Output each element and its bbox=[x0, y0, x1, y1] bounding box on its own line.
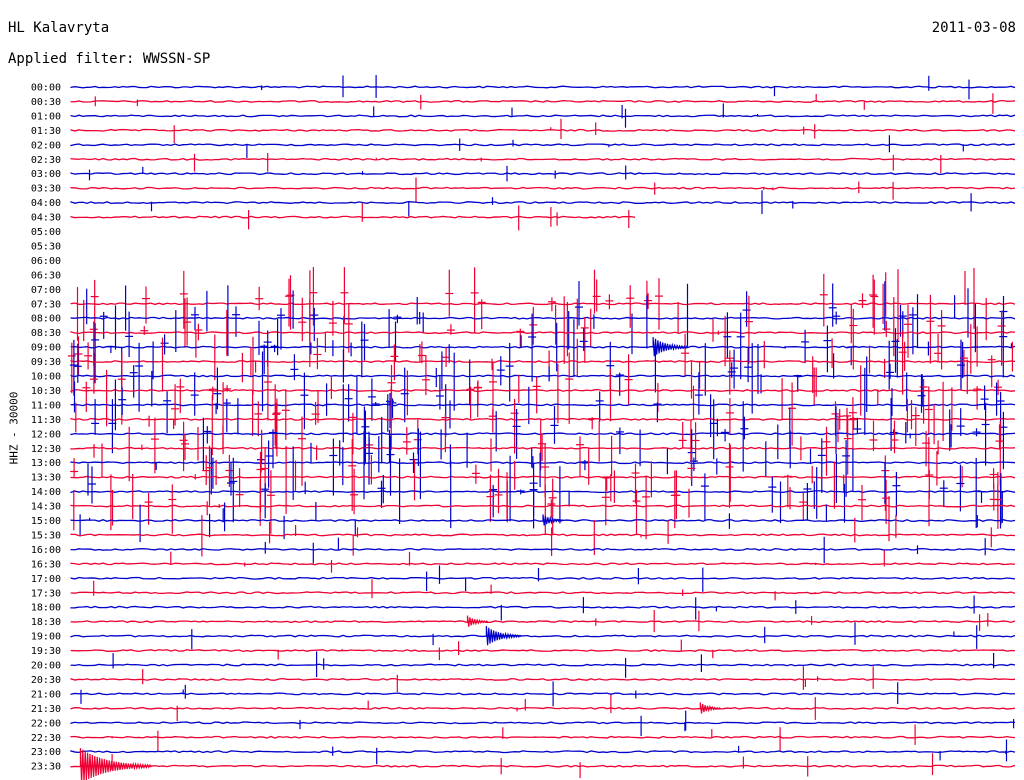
trace-0900 bbox=[70, 345, 1016, 349]
trace-1030 bbox=[70, 388, 1016, 393]
time-label-1330: 13:30 bbox=[31, 473, 61, 484]
time-label-0030: 00:30 bbox=[31, 97, 61, 108]
trace-lines bbox=[67, 75, 1016, 780]
time-label-2030: 20:30 bbox=[31, 675, 61, 686]
time-label-0630: 06:30 bbox=[31, 270, 61, 281]
time-label-1800: 18:00 bbox=[31, 603, 61, 614]
trace-1930 bbox=[70, 649, 1016, 653]
time-label-2330: 23:30 bbox=[31, 762, 61, 773]
seismic-event bbox=[542, 514, 564, 526]
trace-2200 bbox=[70, 721, 1016, 725]
time-label-1300: 13:00 bbox=[31, 458, 61, 469]
time-label-0830: 08:30 bbox=[31, 328, 61, 339]
time-label-0730: 07:30 bbox=[31, 299, 61, 310]
time-label-1130: 11:30 bbox=[31, 415, 61, 426]
trace-2000 bbox=[70, 663, 1016, 667]
trace-1430 bbox=[70, 504, 1016, 508]
filter-label: Applied filter: WWSSN-SP bbox=[8, 51, 211, 67]
time-label-0430: 04:30 bbox=[31, 213, 61, 224]
time-labels: 00:00 00:30 01:00 01:30 02:00 02:30 03:00 03:30… bbox=[31, 83, 61, 773]
record-date: 2011-03-08 bbox=[931, 20, 1016, 36]
trace-0200 bbox=[70, 143, 1016, 147]
trace-1530 bbox=[70, 533, 1016, 537]
trace-0730 bbox=[70, 302, 1016, 306]
station-name: HL Kalavryta bbox=[8, 20, 110, 36]
time-label-1900: 19:00 bbox=[31, 632, 61, 643]
trace-1630 bbox=[70, 562, 1016, 566]
trace-1900 bbox=[70, 634, 1016, 638]
time-label-1500: 15:00 bbox=[31, 516, 61, 527]
time-label-0530: 05:30 bbox=[31, 241, 61, 252]
time-label-1630: 16:30 bbox=[31, 559, 61, 570]
trace-0400 bbox=[70, 201, 1016, 205]
trace-2300 bbox=[70, 750, 1016, 754]
trace-2230 bbox=[70, 735, 1016, 739]
time-label-2200: 22:00 bbox=[31, 718, 61, 729]
trace-1700 bbox=[70, 576, 1016, 580]
time-label-0400: 04:00 bbox=[31, 198, 61, 209]
seismic-event bbox=[699, 702, 722, 714]
time-label-1030: 10:30 bbox=[31, 386, 61, 397]
trace-2100 bbox=[70, 692, 1016, 696]
trace-2330 bbox=[70, 764, 1016, 768]
trace-0830 bbox=[70, 331, 1016, 335]
trace-1330 bbox=[70, 475, 1016, 479]
time-label-0230: 02:30 bbox=[31, 155, 61, 166]
trace-0000 bbox=[70, 85, 1016, 89]
trace-2030 bbox=[70, 677, 1016, 681]
time-label-1700: 17:00 bbox=[31, 574, 61, 585]
time-label-1100: 11:00 bbox=[31, 400, 61, 411]
time-label-0000: 00:00 bbox=[31, 83, 61, 94]
trace-0430 bbox=[70, 215, 636, 219]
trace-0130 bbox=[70, 128, 1016, 132]
time-label-0200: 02:00 bbox=[31, 140, 61, 151]
time-label-1830: 18:30 bbox=[31, 617, 61, 628]
trace-1600 bbox=[70, 547, 1016, 551]
trace-0800 bbox=[70, 316, 1016, 320]
trace-1400 bbox=[70, 490, 1016, 494]
trace-0100 bbox=[70, 114, 1016, 118]
trace-0300 bbox=[70, 172, 1016, 176]
time-label-0300: 03:00 bbox=[31, 169, 61, 180]
trace-1800 bbox=[70, 605, 1016, 609]
trace-1300 bbox=[70, 461, 1016, 465]
trace-2130 bbox=[70, 706, 1016, 710]
time-label-0100: 01:00 bbox=[31, 111, 61, 122]
time-label-2300: 23:00 bbox=[31, 747, 61, 758]
trace-1100 bbox=[70, 403, 1016, 407]
time-label-2100: 21:00 bbox=[31, 689, 61, 700]
time-label-1600: 16:00 bbox=[31, 545, 61, 556]
time-label-2130: 21:30 bbox=[31, 704, 61, 715]
time-label-1400: 14:00 bbox=[31, 487, 61, 498]
time-label-0600: 06:00 bbox=[31, 256, 61, 267]
time-label-0700: 07:00 bbox=[31, 285, 61, 296]
time-label-1930: 19:30 bbox=[31, 646, 61, 657]
trace-1000 bbox=[70, 374, 1016, 378]
seismic-event bbox=[652, 337, 689, 357]
time-label-0130: 01:30 bbox=[31, 126, 61, 137]
trace-0230 bbox=[70, 157, 1016, 161]
trace-1730 bbox=[70, 591, 1016, 595]
time-label-0930: 09:30 bbox=[31, 357, 61, 368]
time-label-0800: 08:00 bbox=[31, 314, 61, 325]
time-label-0500: 05:00 bbox=[31, 227, 61, 238]
time-label-1430: 14:30 bbox=[31, 502, 61, 513]
trace-0930 bbox=[70, 360, 1016, 364]
time-label-1530: 15:30 bbox=[31, 530, 61, 541]
time-label-1730: 17:30 bbox=[31, 588, 61, 599]
time-label-0900: 09:00 bbox=[31, 343, 61, 354]
trace-1830 bbox=[70, 620, 1016, 624]
time-label-1000: 10:00 bbox=[31, 372, 61, 383]
trace-0330 bbox=[70, 186, 1016, 190]
seismic-event bbox=[79, 748, 152, 780]
time-label-1230: 12:30 bbox=[31, 444, 61, 455]
seismic-event bbox=[485, 626, 522, 646]
trace-0030 bbox=[70, 100, 1016, 103]
time-label-0330: 03:30 bbox=[31, 184, 61, 195]
time-label-2230: 22:30 bbox=[31, 733, 61, 744]
seismic-event bbox=[466, 615, 489, 627]
time-label-1200: 12:00 bbox=[31, 429, 61, 440]
time-label-2000: 20:00 bbox=[31, 661, 61, 672]
